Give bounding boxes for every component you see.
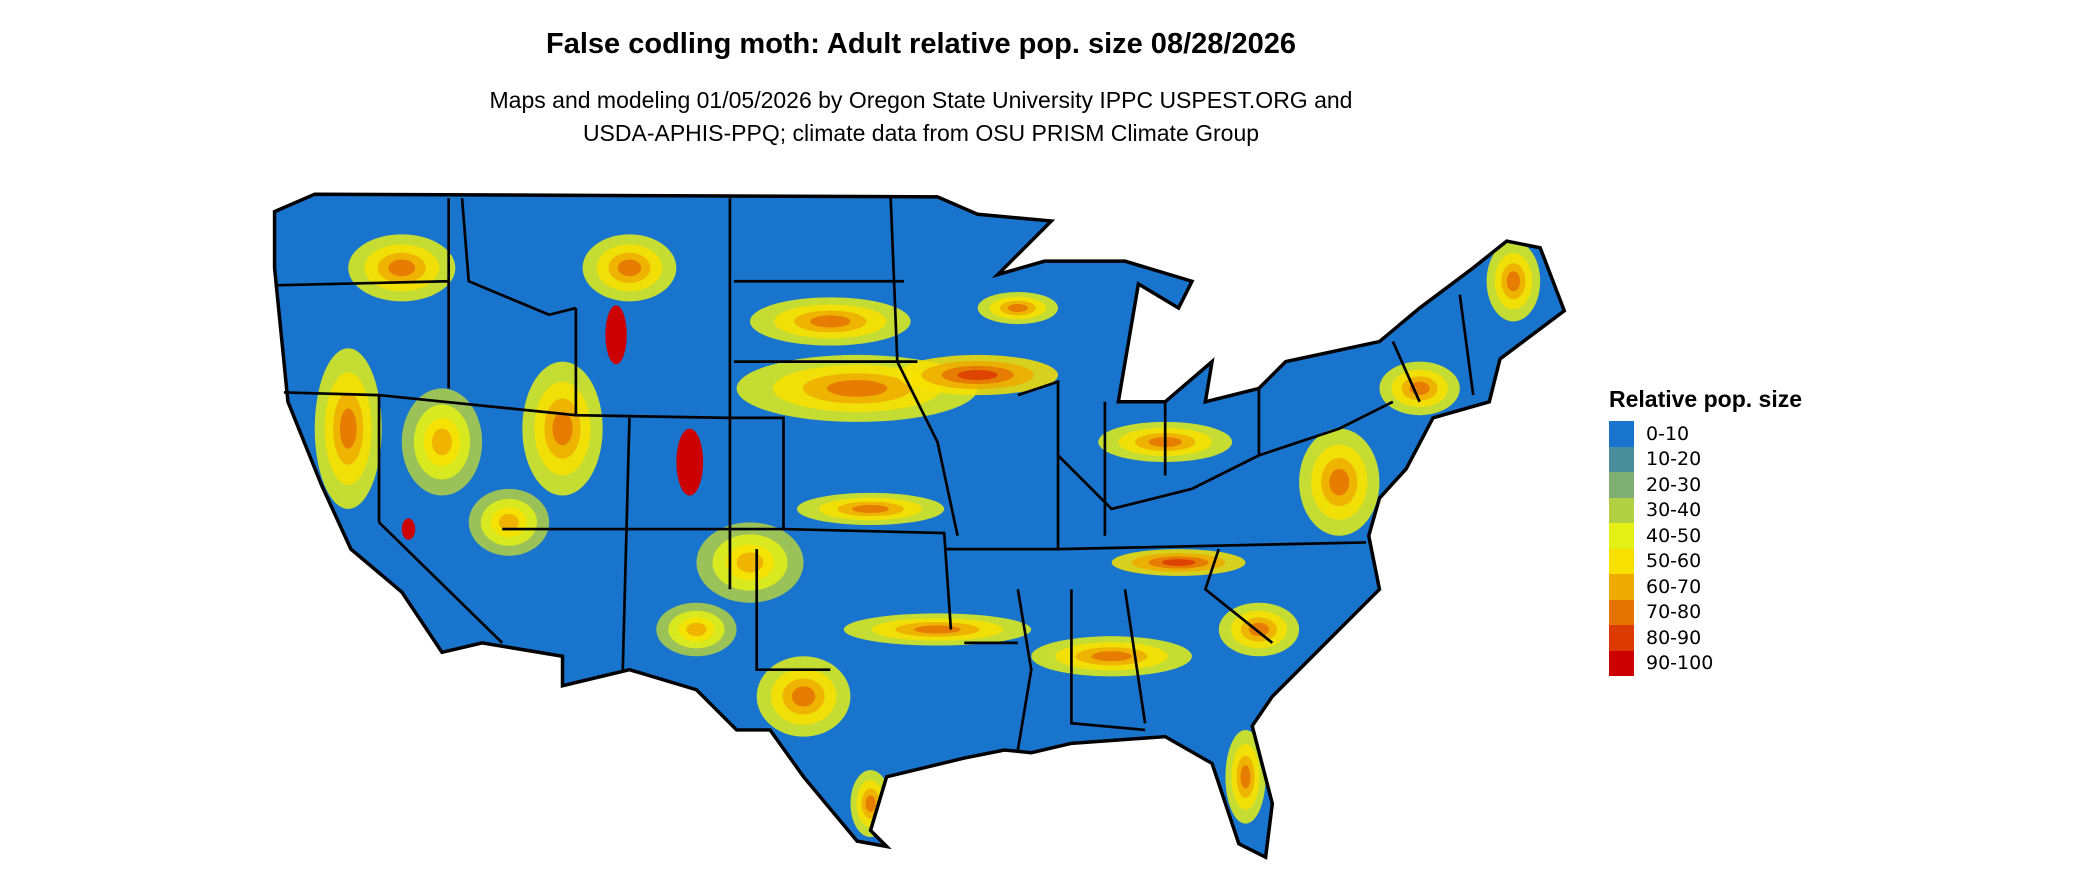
state-border [1203,548,1274,644]
legend-label: 0-10 [1646,422,1690,445]
legend-item: 60-70 [1609,574,1802,600]
state-border [889,196,959,537]
risk-patch [552,411,573,446]
map-title: False codling moth: Adult relative pop. … [546,28,1296,60]
risk-patch [1091,651,1132,662]
legend-item: 40-50 [1609,523,1802,549]
legend-label: 70-80 [1646,601,1702,624]
risk-patch [686,622,707,637]
subtitle-line-2: USDA-APHIS-PPQ; climate data from OSU PR… [582,120,1260,146]
risk-patch [1007,304,1028,313]
state-border [1123,589,1147,724]
risk-patch [1161,559,1196,566]
legend-swatch [1609,446,1634,472]
legend-item: 50-60 [1609,548,1802,574]
risk-patch [1240,765,1251,789]
state-border [1070,589,1146,732]
risk-patch [736,552,764,573]
legend-swatch [1609,625,1634,651]
state-border [944,541,1367,551]
legend-title: Relative pop. size [1609,386,1803,412]
legend-swatch [1609,472,1634,498]
risk-patch [1329,468,1350,496]
state-border [1391,340,1421,403]
legend-swatch [1609,497,1634,523]
legend-swatch [1609,650,1634,676]
legend-swatch [1609,421,1634,447]
legend-label: 80-90 [1646,626,1702,649]
state-border [283,391,380,397]
us-outline-fill [274,194,1565,858]
risk-patch [852,504,889,513]
risk-patch [865,795,876,812]
risk-patch [791,686,816,707]
legend: Relative pop. size 0-10 10-20 20-30 30-40 40… [1609,386,1802,676]
risk-patch-high [605,305,627,365]
risk-patch [431,428,453,456]
legend-swatch [1609,523,1634,549]
state-border [574,308,730,420]
state-border [274,279,449,287]
risk-patch [1248,622,1269,637]
risk-patch [914,625,961,634]
risk-patch [1506,271,1521,292]
state-border [460,198,577,317]
state-border [1257,388,1394,458]
state-border [1458,294,1475,396]
legend-label: 60-70 [1646,575,1702,598]
legend-label: 30-40 [1646,499,1702,522]
state-border [1016,589,1033,751]
risk-patch [810,315,851,328]
legend-label: 20-30 [1646,473,1702,496]
risk-patch [957,369,998,381]
legend-item: 0-10 [1609,421,1802,447]
state-border [1057,454,1260,511]
risk-patch [617,259,642,277]
risk-patch [498,513,519,531]
legend-label: 10-20 [1646,448,1702,471]
legend-item: 80-90 [1609,625,1802,651]
legend-label: 50-60 [1646,550,1702,573]
legend-item: 10-20 [1609,446,1802,472]
national-border [272,192,1567,860]
subtitle-line-1: Maps and modeling 01/05/2026 by Oregon S… [489,87,1353,113]
risk-patch-high [401,518,416,540]
state-border [755,549,831,672]
risk-patch [827,380,888,397]
state-border [378,521,504,644]
legend-swatch [1609,574,1634,600]
legend-item: 90-100 [1609,650,1802,676]
legend-item: 30-40 [1609,497,1802,523]
legend-swatch [1609,548,1634,574]
risk-patch [339,408,357,449]
state-borders [274,196,1475,751]
risk-patch [388,259,416,277]
legend-item: 20-30 [1609,472,1802,498]
legend-swatch [1609,599,1634,625]
legend-item: 70-80 [1609,599,1802,625]
map-subtitle: Maps and modeling 01/05/2026 by Oregon S… [0,84,1842,150]
state-border [621,417,631,670]
risk-patch-high [676,428,704,496]
state-border [729,416,785,530]
legend-label: 90-100 [1646,652,1714,675]
state-border [1017,379,1060,550]
legend-label: 40-50 [1646,524,1702,547]
state-border [783,527,953,630]
